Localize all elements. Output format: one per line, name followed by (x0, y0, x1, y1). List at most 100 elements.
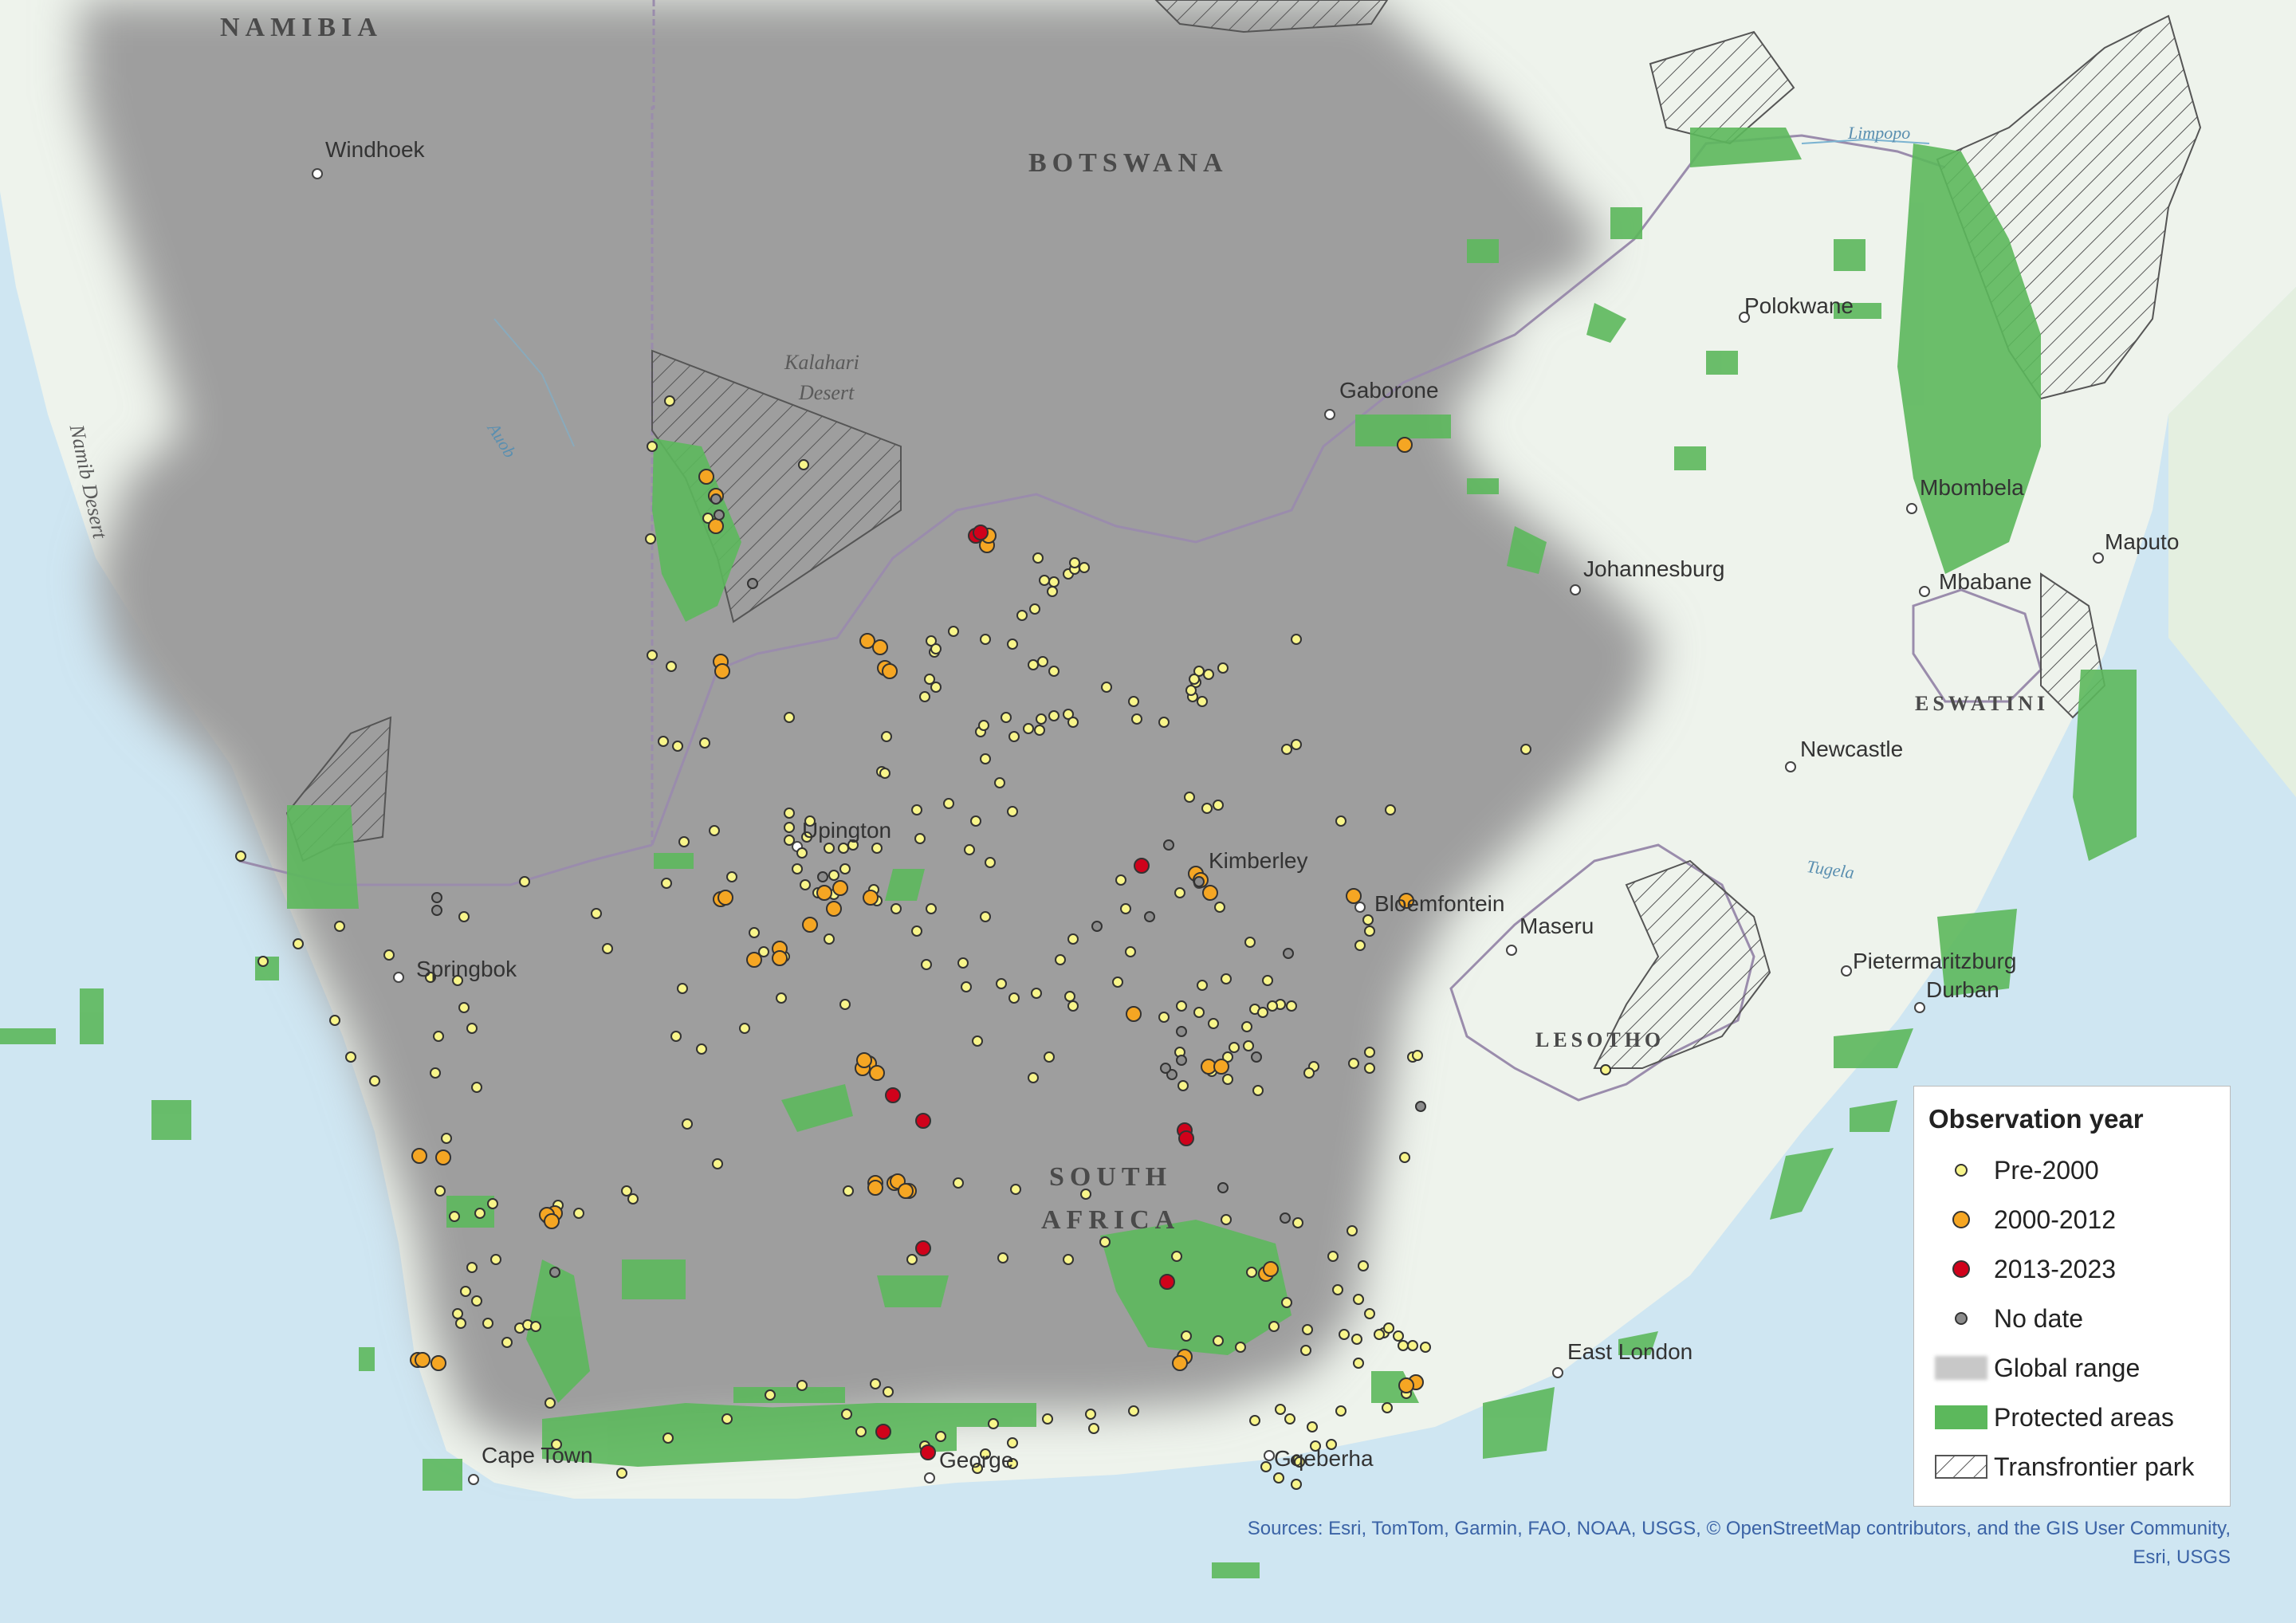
observation-point (1213, 800, 1224, 811)
border-eswatini (1912, 588, 2042, 703)
observation-point (1048, 710, 1060, 721)
observation-point (1364, 1047, 1375, 1058)
legend-swatch-2013-2023 (1952, 1260, 1970, 1278)
observation-point (1134, 858, 1150, 874)
observation-point (826, 901, 842, 917)
observation-point (712, 1158, 723, 1169)
observation-point (1091, 921, 1103, 932)
observation-point (871, 843, 883, 854)
observation-point (855, 1426, 867, 1437)
observation-point (1217, 1182, 1229, 1193)
observation-point (466, 1262, 478, 1273)
observation-point (1412, 1050, 1423, 1061)
observation-point (1291, 634, 1302, 645)
observation-point (1099, 1236, 1111, 1248)
observation-point (1235, 1342, 1246, 1353)
observation-point (1176, 1000, 1187, 1012)
observation-point (1351, 1334, 1362, 1345)
legend-swatch-2000-2012 (1952, 1211, 1970, 1228)
observation-point (431, 892, 442, 903)
country-label-lesotho: LESOTHO (1535, 1028, 1665, 1051)
observation-point (1197, 696, 1208, 707)
observation-point (746, 952, 762, 968)
observation-point (1332, 1284, 1343, 1295)
country-label-namibia: NAMIBIA (220, 13, 383, 42)
observation-point (970, 815, 981, 827)
legend-item-no-date: No date (1928, 1294, 2215, 1343)
observation-point (872, 639, 888, 655)
observation-point (621, 1185, 632, 1197)
observation-point (1407, 1340, 1418, 1351)
legend-swatch-transfrontier-park (1935, 1455, 1987, 1479)
border-namibia-botswana (651, 0, 655, 845)
observation-point (935, 1431, 946, 1442)
city-markers (312, 168, 2104, 1485)
observation-point (1229, 1042, 1240, 1053)
legend-label-2000-2012: 2000-2012 (1994, 1204, 2117, 1234)
observation-point (1067, 1000, 1079, 1012)
observation-point (714, 663, 730, 679)
observation-point (714, 509, 725, 521)
observation-point (1300, 1345, 1311, 1356)
observation-point (1172, 1355, 1188, 1371)
observation-point (1088, 1423, 1099, 1434)
transfrontier-north (1154, 0, 1389, 33)
observation-point (1101, 682, 1112, 693)
observation-point (911, 925, 922, 937)
observation-point (997, 1252, 1008, 1263)
observation-point (1364, 925, 1375, 937)
observation-point (1144, 911, 1155, 922)
observation-point (1310, 1440, 1321, 1452)
observation-point (1032, 552, 1044, 564)
observation-point (856, 1052, 872, 1068)
observation-point (452, 975, 463, 986)
observation-point (677, 983, 688, 994)
observation-point (749, 927, 760, 938)
observation-point (549, 1267, 560, 1278)
observation-point (1007, 639, 1018, 650)
observation-point (1047, 586, 1058, 597)
observation-point (996, 978, 1007, 989)
legend-swatch-no-date (1955, 1312, 1968, 1325)
observation-point (726, 871, 737, 882)
observation-point (943, 798, 954, 809)
observation-point (1001, 712, 1012, 723)
observation-point (841, 1409, 852, 1420)
observation-point (1174, 887, 1185, 898)
observation-point (1131, 713, 1142, 725)
observation-point (441, 1133, 452, 1144)
legend-item-pre-2000: Pre-2000 (1928, 1146, 2215, 1195)
observation-point (455, 1318, 466, 1329)
city-label-mbabane: Mbabane (1939, 569, 2032, 594)
observation-point (411, 1148, 427, 1164)
observation-point (1275, 1404, 1286, 1415)
observation-point (1382, 1402, 1393, 1413)
observation-point (383, 949, 395, 961)
observation-point (1243, 1040, 1254, 1051)
observation-point (817, 871, 828, 882)
observation-point (1181, 1330, 1192, 1342)
observation-point (235, 851, 246, 862)
city-label-bloemfontein: Bloemfontein (1374, 891, 1505, 916)
observation-point (980, 911, 991, 922)
observation-point (867, 1180, 883, 1196)
observation-point (1193, 666, 1205, 677)
observation-point (784, 822, 795, 833)
observation-point (863, 890, 879, 906)
observation-point (544, 1213, 560, 1229)
observation-point (926, 903, 937, 914)
observation-point (718, 890, 733, 906)
observation-point (870, 1378, 881, 1389)
observation-point (433, 1031, 444, 1042)
observation-point (664, 395, 675, 407)
observation-point (487, 1198, 498, 1209)
observation-point (1176, 1055, 1187, 1066)
observation-point (994, 777, 1005, 788)
observation-point (431, 1355, 446, 1371)
observation-point (1042, 1413, 1053, 1425)
observation-point (1353, 1358, 1364, 1369)
observation-point (1160, 1063, 1171, 1074)
legend-title: Observation year (1928, 1104, 2144, 1134)
observation-point (460, 1286, 471, 1297)
